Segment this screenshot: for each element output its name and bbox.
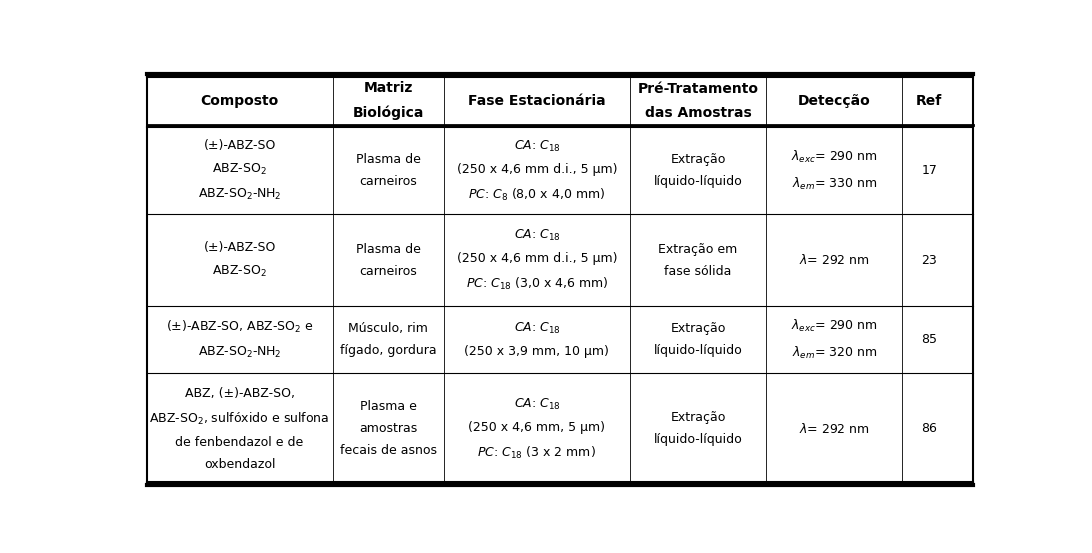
Text: ABZ, (±)-ABZ-SO,
ABZ-SO$_2$, sulfóxido e sulfona
de fenbendazol e de
oxbendazol: ABZ, (±)-ABZ-SO, ABZ-SO$_2$, sulfóxido e… xyxy=(150,387,330,471)
Text: $\lambda_{exc}$= 290 nm
$\lambda_{em}$= 330 nm: $\lambda_{exc}$= 290 nm $\lambda_{em}$= … xyxy=(791,149,878,192)
Text: Extração
líquido-líquido: Extração líquido-líquido xyxy=(654,153,743,188)
Text: Matriz
Biológica: Matriz Biológica xyxy=(353,81,424,120)
Text: $CA$: $C_{18}$
(250 x 3,9 mm, 10 μm): $CA$: $C_{18}$ (250 x 3,9 mm, 10 μm) xyxy=(464,321,609,358)
Text: (±)-ABZ-SO, ABZ-SO$_2$ e
ABZ-SO$_2$-NH$_2$: (±)-ABZ-SO, ABZ-SO$_2$ e ABZ-SO$_2$-NH$_… xyxy=(166,319,313,360)
Text: Plasma e
amostras
fecais de asnos: Plasma e amostras fecais de asnos xyxy=(340,400,437,457)
Text: Composto: Composto xyxy=(201,93,278,108)
Text: (±)-ABZ-SO
ABZ-SO$_2$
ABZ-SO$_2$-NH$_2$: (±)-ABZ-SO ABZ-SO$_2$ ABZ-SO$_2$-NH$_2$ xyxy=(198,139,282,202)
Text: Ref: Ref xyxy=(916,93,942,108)
Text: Fase Estacionária: Fase Estacionária xyxy=(468,93,606,108)
Text: 23: 23 xyxy=(922,254,937,267)
Text: $\lambda$= 292 nm: $\lambda$= 292 nm xyxy=(799,422,869,436)
Text: $\lambda_{exc}$= 290 nm
$\lambda_{em}$= 320 nm: $\lambda_{exc}$= 290 nm $\lambda_{em}$= … xyxy=(791,318,878,361)
Text: 17: 17 xyxy=(922,164,937,178)
Text: $CA$: $C_{18}$
(250 x 4,6 mm d.i., 5 μm)
$PC$: $C_8$ (8,0 x 4,0 mm): $CA$: $C_{18}$ (250 x 4,6 mm d.i., 5 μm)… xyxy=(456,139,617,203)
Text: $CA$: $C_{18}$
(250 x 4,6 mm d.i., 5 μm)
$PC$: $C_{18}$ (3,0 x 4,6 mm): $CA$: $C_{18}$ (250 x 4,6 mm d.i., 5 μm)… xyxy=(456,228,617,292)
Text: 86: 86 xyxy=(922,422,937,435)
Text: Plasma de
carneiros: Plasma de carneiros xyxy=(356,153,420,188)
Text: Plasma de
carneiros: Plasma de carneiros xyxy=(356,243,420,278)
Text: Extração
líquido-líquido: Extração líquido-líquido xyxy=(654,411,743,446)
Text: $\lambda$= 292 nm: $\lambda$= 292 nm xyxy=(799,253,869,267)
Text: Extração em
fase sólida: Extração em fase sólida xyxy=(658,243,737,278)
Text: Músculo, rim
fígado, gordura: Músculo, rim fígado, gordura xyxy=(340,322,437,357)
Text: (±)-ABZ-SO
ABZ-SO$_2$: (±)-ABZ-SO ABZ-SO$_2$ xyxy=(203,241,276,279)
Text: Detecção: Detecção xyxy=(798,93,870,108)
Text: Extração
líquido-líquido: Extração líquido-líquido xyxy=(654,322,743,357)
Text: Pré-Tratamento
das Amostras: Pré-Tratamento das Amostras xyxy=(638,82,759,119)
Text: 85: 85 xyxy=(922,333,937,346)
Text: $CA$: $C_{18}$
(250 x 4,6 mm, 5 μm)
$PC$: $C_{18}$ (3 x 2 mm): $CA$: $C_{18}$ (250 x 4,6 mm, 5 μm) $PC$… xyxy=(468,397,605,461)
